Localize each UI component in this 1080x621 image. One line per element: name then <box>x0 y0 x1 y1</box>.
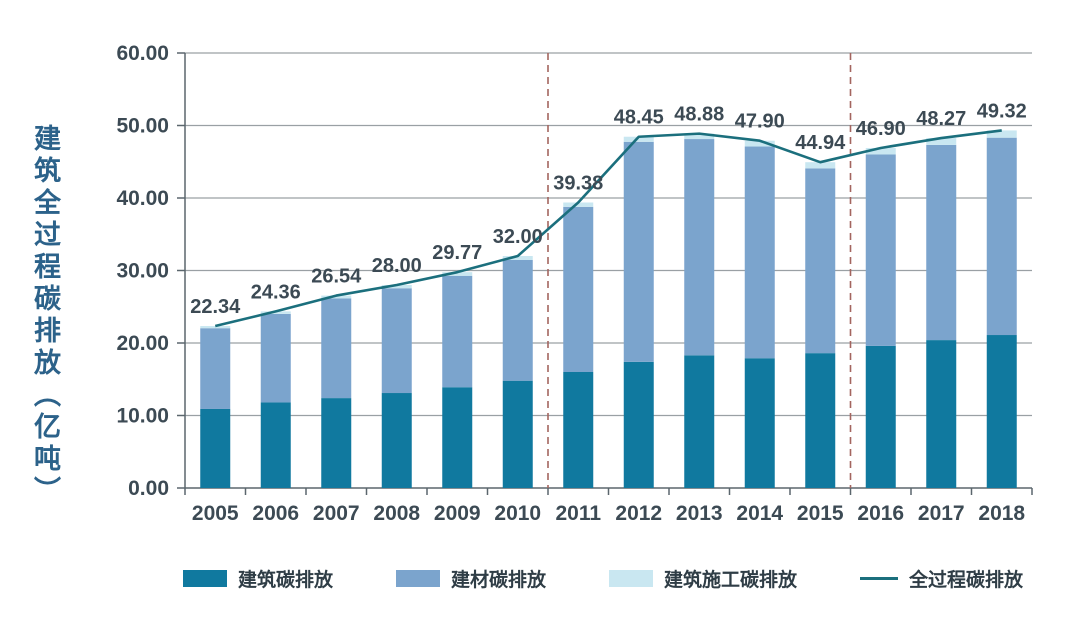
bar-segment <box>865 147 896 155</box>
legend-item: 建筑碳排放 <box>183 565 333 592</box>
bar-segment <box>986 130 1017 138</box>
legend-label: 全过程碳排放 <box>908 569 1023 591</box>
y-axis-title: 建筑全过程碳排放（亿吨） <box>30 124 60 508</box>
data-label: 32.00 <box>493 226 543 248</box>
bar-segment <box>260 313 291 403</box>
legend-label: 建筑碳排放 <box>238 569 334 591</box>
bar-segment <box>986 335 1017 488</box>
data-label: 46.90 <box>856 118 906 140</box>
bar-segment <box>442 272 473 276</box>
bar-segment <box>684 133 715 140</box>
bar-segment <box>321 295 352 299</box>
data-label: 22.34 <box>190 296 241 318</box>
bar-segment <box>502 256 533 260</box>
data-label: 29.77 <box>432 242 482 264</box>
bar-segment <box>744 140 775 147</box>
legend-item: 建筑施工碳排放 <box>608 565 797 592</box>
bar-segment <box>684 355 715 488</box>
bar-segment <box>926 340 957 488</box>
y-tick-label: 30.00 <box>116 260 169 283</box>
x-tick-label: 2009 <box>434 502 481 525</box>
y-tick-label: 60.00 <box>116 42 169 65</box>
bar-segment <box>321 398 352 488</box>
bar-segment <box>381 393 412 488</box>
x-tick-label: 2018 <box>978 502 1025 525</box>
chart-legend: 建筑碳排放 建材碳排放 建筑施工碳排放 全过程碳排放 <box>183 564 1023 592</box>
bar-segment <box>563 206 594 372</box>
y-tick-label: 20.00 <box>116 332 169 355</box>
bar-segment <box>744 358 775 488</box>
bar-segment <box>200 408 231 488</box>
data-label: 47.90 <box>735 111 785 133</box>
bar-segment <box>805 168 836 354</box>
x-tick-label: 2011 <box>555 502 601 525</box>
bar-segment <box>865 345 896 488</box>
bar-segment <box>926 138 957 145</box>
bar-segment <box>744 146 775 359</box>
legend-label: 建材碳排放 <box>450 569 546 591</box>
y-tick-label: 40.00 <box>116 187 169 210</box>
x-tick-label: 2013 <box>676 502 723 525</box>
y-tick-label: 0.00 <box>128 477 169 500</box>
bar-segment <box>260 402 291 488</box>
bar-segment <box>623 361 654 488</box>
bar-segment <box>381 288 412 394</box>
bar-segment <box>865 154 896 346</box>
x-tick-label: 2005 <box>192 502 239 525</box>
bar-segment <box>200 328 231 409</box>
legend-swatch <box>183 569 227 587</box>
legend-swatch <box>395 569 440 587</box>
x-tick-label: 2014 <box>736 502 783 525</box>
data-label: 49.32 <box>977 100 1027 122</box>
data-label: 48.88 <box>674 104 724 126</box>
data-label: 28.00 <box>372 255 422 277</box>
bar-segment <box>381 285 412 289</box>
bar-segment <box>684 139 715 356</box>
x-tick-label: 2010 <box>494 502 541 525</box>
x-tick-label: 2007 <box>313 502 360 525</box>
x-tick-label: 2006 <box>252 502 299 525</box>
bar-segment <box>986 137 1017 336</box>
legend-swatch <box>608 569 653 587</box>
bar-segment <box>442 387 473 488</box>
bar-segment <box>563 372 594 488</box>
bar-segment <box>623 141 654 362</box>
y-tick-label: 50.00 <box>116 115 169 138</box>
bar-segment <box>502 259 533 381</box>
x-tick-label: 2017 <box>918 502 965 525</box>
bar-segment <box>805 353 836 488</box>
x-tick-label: 2012 <box>615 502 662 525</box>
bar-segment <box>563 202 594 207</box>
x-tick-label: 2016 <box>857 502 904 525</box>
bar-segment <box>502 380 533 488</box>
data-label: 24.36 <box>251 281 301 303</box>
legend-line-swatch <box>859 576 898 580</box>
x-tick-label: 2008 <box>373 502 420 525</box>
total-line <box>214 129 1002 328</box>
bar-segment <box>321 298 352 399</box>
legend-item: 全过程碳排放 <box>859 565 1023 592</box>
data-label: 26.54 <box>311 266 362 288</box>
bar-segment <box>623 136 654 142</box>
data-label: 48.27 <box>916 108 966 130</box>
data-label: 48.45 <box>614 107 664 129</box>
legend-item: 建材碳排放 <box>395 565 546 592</box>
bar-segment <box>805 162 836 169</box>
bar-segment <box>442 275 473 388</box>
legend-label: 建筑施工碳排放 <box>663 569 797 591</box>
x-tick-label: 2015 <box>797 502 844 525</box>
bar-segment <box>926 144 957 341</box>
data-label: 44.94 <box>795 132 846 154</box>
bar-segment <box>200 326 231 329</box>
y-tick-label: 10.00 <box>116 405 169 428</box>
data-label: 39.38 <box>553 172 603 194</box>
